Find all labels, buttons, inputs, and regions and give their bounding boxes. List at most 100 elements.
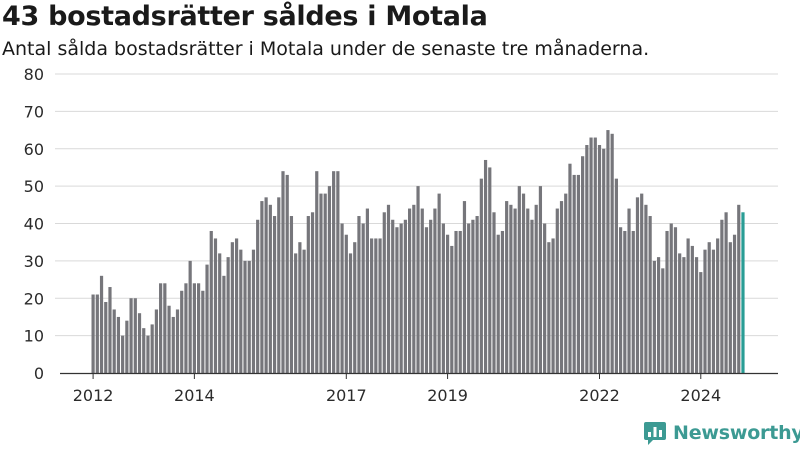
bar xyxy=(572,174,576,373)
bar xyxy=(171,316,175,373)
bar xyxy=(154,309,158,373)
y-tick-label: 30 xyxy=(24,252,44,271)
bar xyxy=(272,216,277,373)
bar xyxy=(429,219,433,373)
bar xyxy=(521,193,526,373)
y-tick-label: 10 xyxy=(24,327,44,346)
bar xyxy=(513,208,517,373)
x-tick-label: 2022 xyxy=(579,386,620,405)
bar xyxy=(180,290,184,373)
bar xyxy=(121,335,125,373)
bar xyxy=(91,294,95,373)
bar xyxy=(213,238,218,373)
bar xyxy=(416,186,420,373)
bar xyxy=(602,148,606,373)
bar xyxy=(585,145,589,373)
bar xyxy=(707,242,711,373)
bar xyxy=(454,230,458,373)
bar xyxy=(353,242,357,373)
bar xyxy=(281,171,285,373)
bar xyxy=(517,186,521,373)
bar xyxy=(247,260,251,373)
bar xyxy=(703,249,707,373)
x-tick-label: 2024 xyxy=(680,386,721,405)
bar-highlight xyxy=(741,212,745,373)
bar xyxy=(424,227,429,373)
bar xyxy=(673,227,678,373)
bar xyxy=(403,219,407,373)
bar xyxy=(310,212,315,373)
bar xyxy=(420,208,424,373)
bar xyxy=(483,159,488,373)
bar xyxy=(188,260,192,373)
brand-logo[interactable]: Newsworthy xyxy=(644,420,800,446)
bar xyxy=(699,272,703,373)
bar xyxy=(129,298,133,373)
bar xyxy=(175,309,180,373)
bar xyxy=(192,283,196,373)
y-tick-label: 70 xyxy=(24,102,44,121)
y-tick-label: 0 xyxy=(34,364,44,383)
bar xyxy=(614,178,618,373)
bar xyxy=(95,294,99,373)
bar xyxy=(479,178,483,373)
bar xyxy=(184,283,188,373)
bar xyxy=(547,242,551,373)
bar xyxy=(640,193,644,373)
bar xyxy=(467,223,471,373)
bar xyxy=(268,204,272,373)
y-tick-label: 80 xyxy=(24,65,44,84)
bar xyxy=(471,219,475,373)
bar xyxy=(445,234,450,373)
bar xyxy=(652,260,656,373)
bar xyxy=(378,238,382,373)
bar xyxy=(623,230,627,373)
bar xyxy=(234,238,239,373)
bar xyxy=(728,242,732,373)
bar xyxy=(711,249,716,373)
bar xyxy=(488,167,492,373)
bar xyxy=(619,227,623,373)
bar xyxy=(205,264,209,373)
bar xyxy=(365,208,369,373)
bar xyxy=(665,230,669,373)
bar xyxy=(361,223,365,373)
y-tick-label: 20 xyxy=(24,289,44,308)
bar xyxy=(543,223,547,373)
bar xyxy=(644,204,648,373)
x-tick-label: 2019 xyxy=(427,386,468,405)
bar xyxy=(116,316,121,373)
bar xyxy=(458,230,462,373)
bar xyxy=(226,257,230,373)
bar xyxy=(682,257,686,373)
chart-title: 43 bostadsrätter såldes i Motala xyxy=(2,1,488,32)
bar xyxy=(137,313,142,373)
bar xyxy=(500,230,505,373)
bar xyxy=(538,186,543,373)
bar xyxy=(555,208,559,373)
bar xyxy=(475,216,479,373)
bar xyxy=(450,245,454,373)
y-tick-label: 40 xyxy=(24,215,44,234)
bar xyxy=(256,219,260,373)
bar xyxy=(104,301,108,373)
bar xyxy=(724,212,728,373)
bar xyxy=(559,201,564,373)
bar xyxy=(395,227,399,373)
bar xyxy=(370,238,374,373)
bar xyxy=(576,174,580,373)
bar xyxy=(125,320,129,373)
bar xyxy=(462,201,467,373)
bar xyxy=(597,145,602,373)
bar xyxy=(690,245,694,373)
bar xyxy=(142,328,146,373)
bar xyxy=(294,253,298,373)
bar xyxy=(568,163,572,373)
bar xyxy=(319,193,323,373)
bar xyxy=(656,257,661,373)
bar xyxy=(146,335,150,373)
bar xyxy=(159,283,163,373)
bar xyxy=(581,156,585,373)
bar xyxy=(298,242,302,373)
